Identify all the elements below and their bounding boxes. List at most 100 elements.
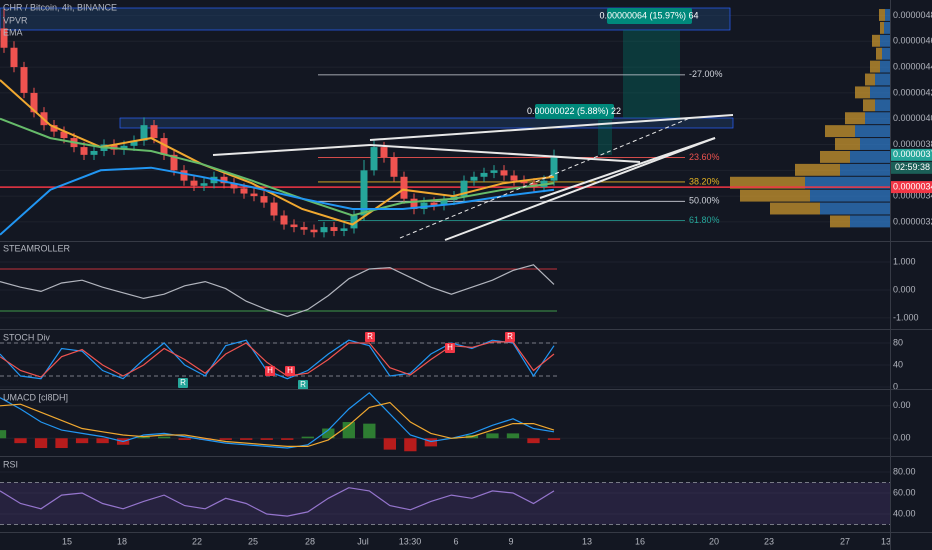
x-tick-label: 15 <box>62 536 72 546</box>
y-tick-label: 40.00 <box>893 508 916 518</box>
profile-up <box>880 34 890 47</box>
candle-body <box>390 157 398 177</box>
target-zone <box>598 120 612 155</box>
signal-label: H <box>287 366 293 375</box>
indicator-name: UMACD [cl8DH] <box>3 392 68 402</box>
candle-body <box>120 145 128 150</box>
histogram-bar <box>219 438 232 440</box>
candle-body <box>80 147 88 155</box>
x-tick-label: 16 <box>635 536 645 546</box>
signal-marker <box>445 343 455 353</box>
countdown-tag <box>891 161 932 174</box>
profile-up <box>875 99 890 112</box>
fib-label: 61.80% <box>689 215 720 225</box>
histogram-bar <box>383 438 397 450</box>
candle-body <box>170 154 178 171</box>
x-tick-label: 23 <box>764 536 774 546</box>
histogram-bar <box>260 438 273 440</box>
candle-body <box>510 175 518 181</box>
y-tick-label: 1.000 <box>893 256 916 266</box>
trendline <box>399 117 691 239</box>
measure-box <box>535 104 614 119</box>
indicator-line <box>0 341 555 378</box>
candle-body <box>400 176 408 199</box>
signal-marker <box>178 378 188 388</box>
signal-marker <box>265 366 275 376</box>
histogram-bar <box>301 436 314 439</box>
histogram-bar <box>342 422 355 439</box>
measure-label: 0.00000064 (15.97%) 64 <box>599 10 698 20</box>
candle-body <box>270 202 278 216</box>
candle-body <box>290 224 298 228</box>
candle-body <box>440 200 448 206</box>
candle-body <box>260 196 268 203</box>
histogram-bar <box>55 438 68 449</box>
candle-body <box>310 229 318 233</box>
trendline <box>369 114 734 141</box>
y-tick-label: 0.00000440 <box>893 61 932 71</box>
histogram-bar <box>486 433 499 439</box>
trendline <box>444 137 716 241</box>
signal-label: R <box>367 332 373 341</box>
x-tick-label: 18 <box>117 536 127 546</box>
signal-label: R <box>507 332 513 341</box>
candle-body <box>430 202 438 206</box>
profile-down <box>830 215 850 228</box>
profile-down <box>870 60 880 73</box>
candle-body <box>50 125 58 132</box>
histogram-bar <box>240 438 253 440</box>
y-tick-label: 0.00000460 <box>893 36 932 46</box>
candle-body <box>340 228 348 231</box>
candle-body <box>90 150 98 155</box>
profile-up <box>880 60 890 73</box>
x-tick-label: 9 <box>508 536 513 546</box>
histogram-bar <box>199 438 212 440</box>
fib-label: 23.60% <box>689 152 720 162</box>
y-tick-label: 60.00 <box>893 487 916 497</box>
histogram-bar <box>178 438 191 440</box>
candle-body <box>180 170 188 181</box>
histogram-bar <box>34 438 48 449</box>
indicator-line <box>0 391 555 449</box>
symbol-title: CHR / Bitcoin, 4h, BINANCE <box>3 2 117 12</box>
histogram-bar <box>281 438 294 440</box>
profile-up <box>850 215 890 228</box>
candle-body <box>240 188 248 194</box>
indicator-name: STOCH Div <box>3 332 50 342</box>
profile-down <box>730 176 805 189</box>
price-tag-label: 0.00000372 <box>893 149 932 159</box>
profile-up <box>875 73 890 86</box>
profile-down <box>879 9 885 21</box>
profile-up <box>850 150 890 163</box>
candle-body <box>360 170 368 216</box>
candle-body <box>250 193 258 197</box>
candle-body <box>0 28 8 48</box>
target-zone <box>623 30 680 118</box>
signal-label: R <box>180 378 186 387</box>
y-tick-label: 0 <box>893 381 898 391</box>
profile-up <box>870 86 890 99</box>
histogram-bar <box>75 438 89 444</box>
indicator-name: EMA <box>3 27 23 37</box>
profile-down <box>740 189 810 202</box>
countdown-label: 02:59:38 <box>895 162 930 172</box>
candle-body <box>230 183 238 189</box>
histogram-bar <box>157 436 171 439</box>
candle-body <box>10 47 18 68</box>
indicator-line <box>0 401 555 447</box>
candle-body <box>30 92 38 113</box>
indicator-line <box>0 166 555 236</box>
candle-body <box>20 67 28 93</box>
profile-up <box>805 176 890 189</box>
y-tick-label: 0.00 <box>893 400 911 410</box>
indicator-name: STEAMROLLER <box>3 243 71 253</box>
x-tick-label: 27 <box>840 536 850 546</box>
price-tag-label: 0.00000347 <box>893 181 932 191</box>
candle-body <box>420 202 428 210</box>
candle-body <box>380 147 388 158</box>
profile-up <box>884 21 890 34</box>
profile-up <box>810 189 890 202</box>
signal-label: H <box>447 343 453 352</box>
